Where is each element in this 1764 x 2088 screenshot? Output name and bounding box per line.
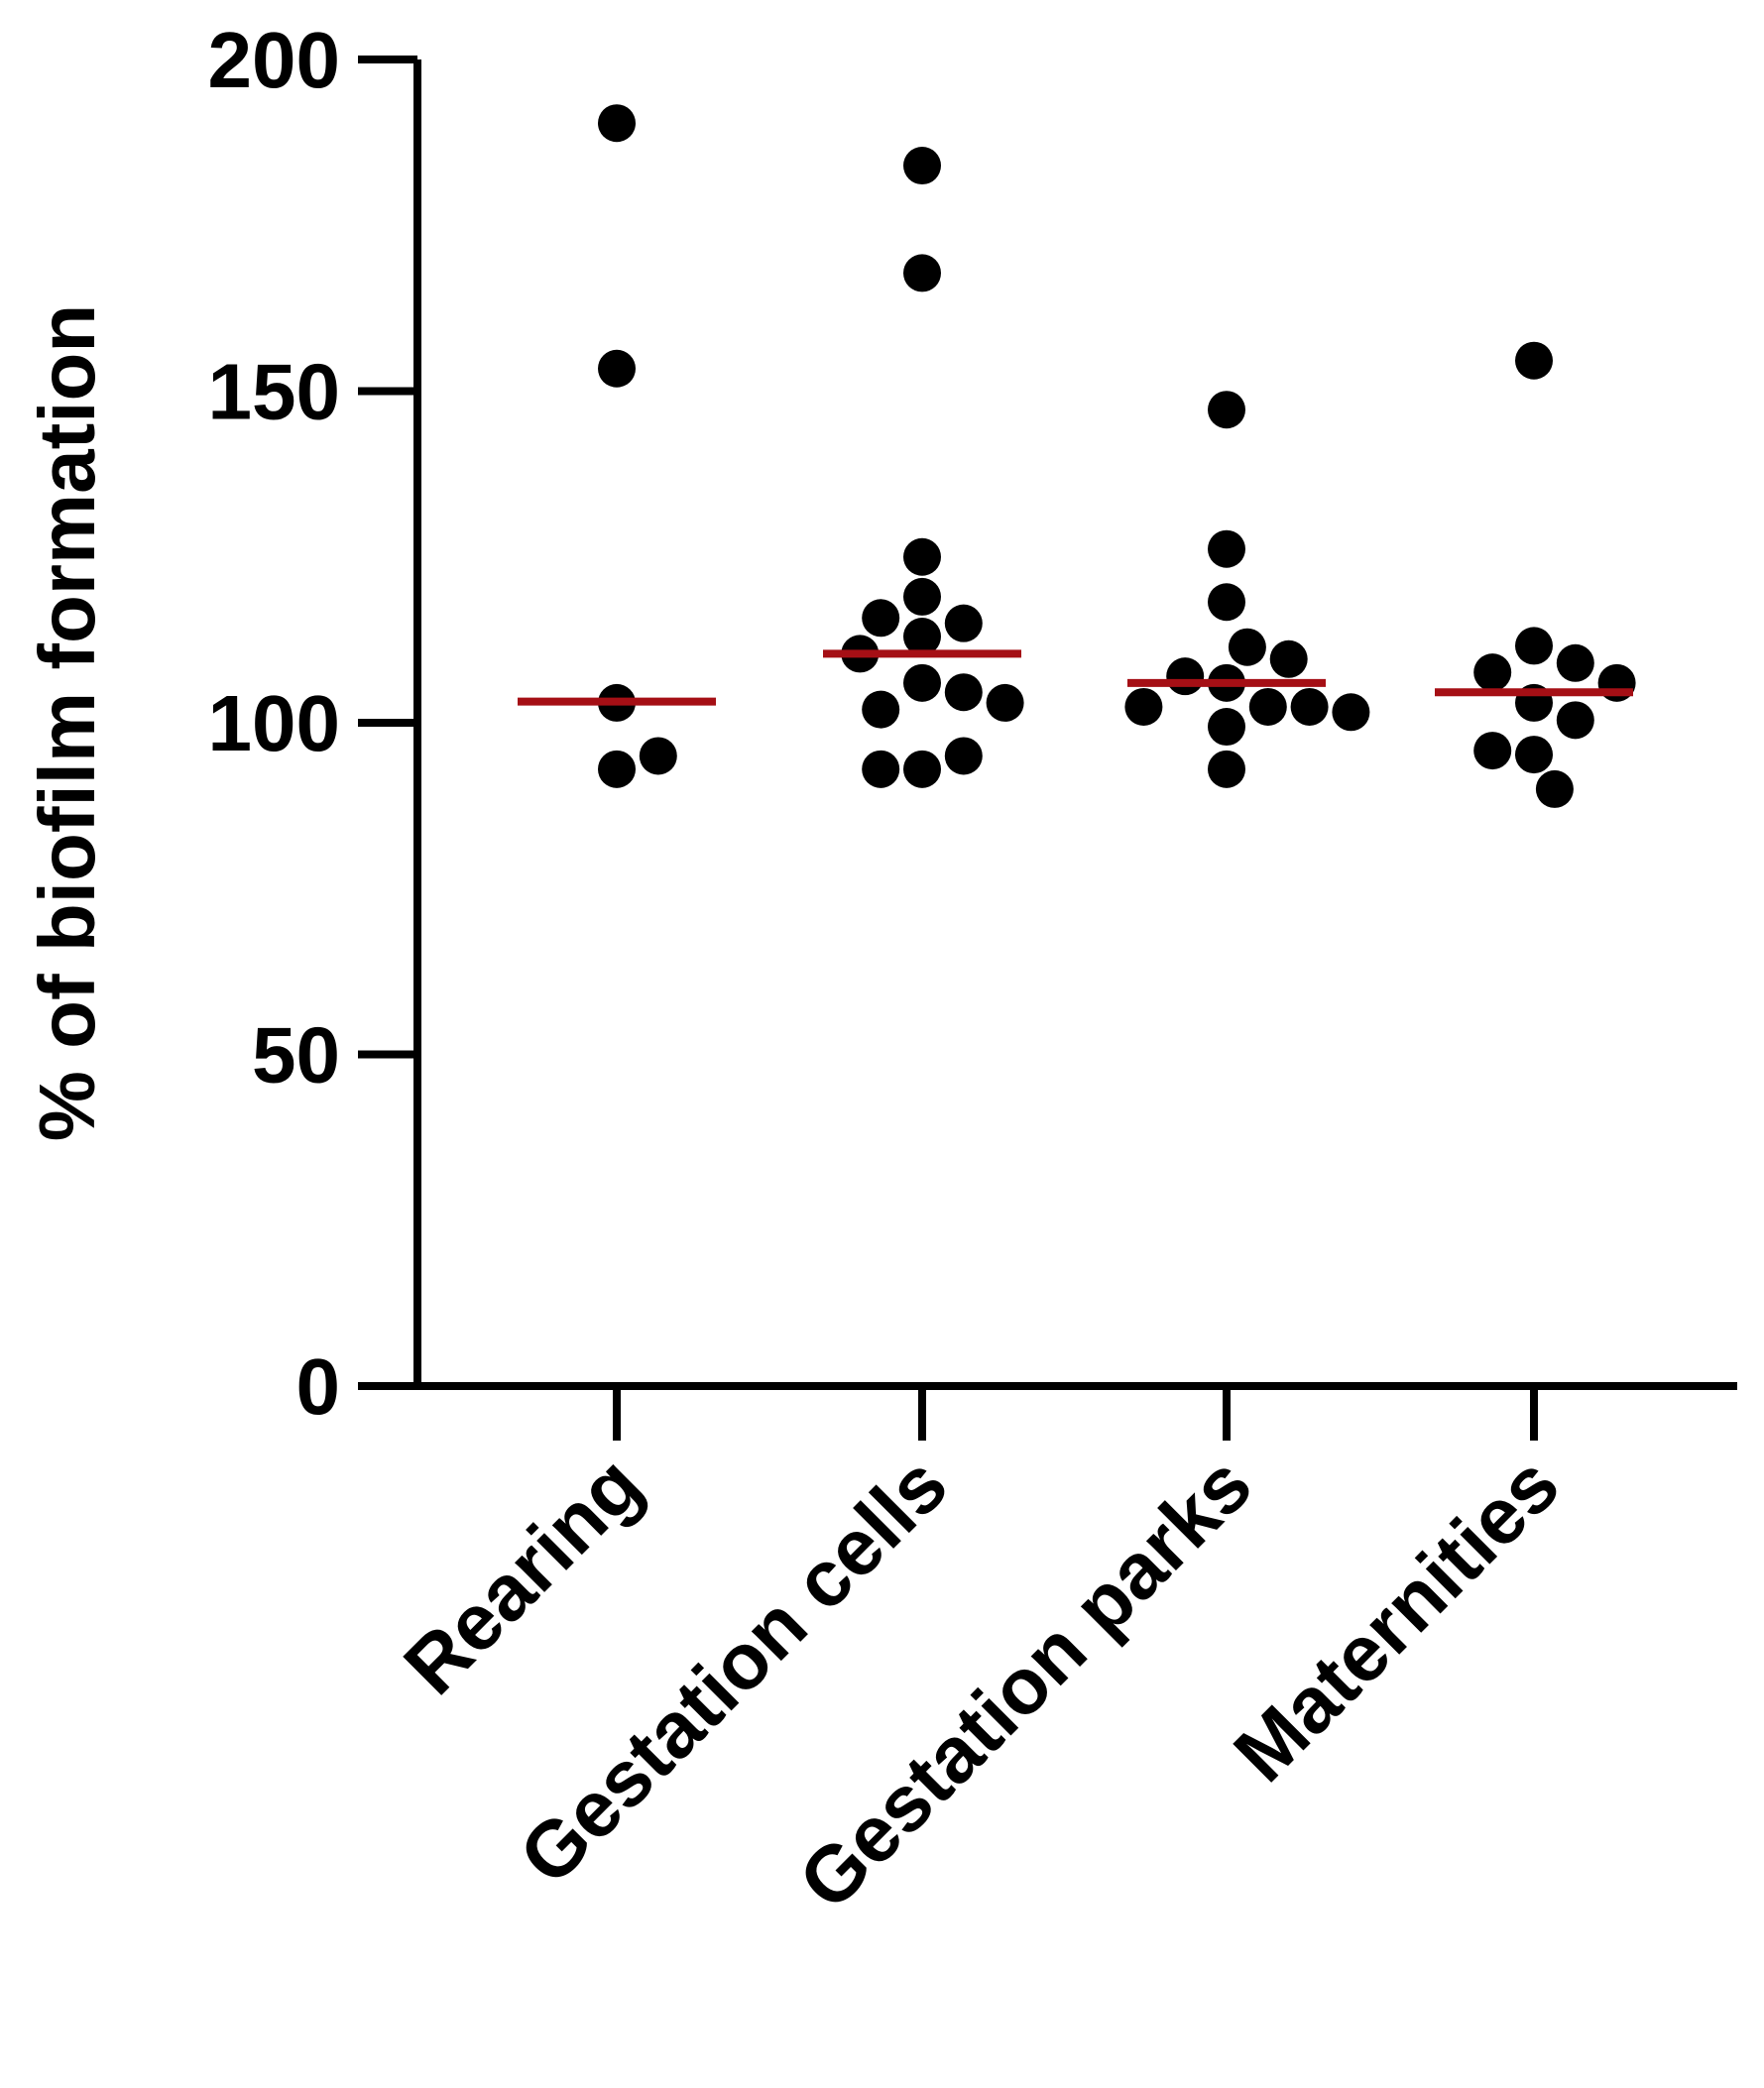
data-point (903, 618, 941, 656)
data-point (1208, 391, 1245, 429)
data-point (1556, 701, 1594, 740)
data-point (903, 254, 941, 292)
data-point (1228, 628, 1266, 666)
data-point (1473, 732, 1512, 770)
data-point (1473, 653, 1512, 692)
data-point (1269, 639, 1308, 678)
data-point (1515, 736, 1553, 774)
y-tick-label: 150 (208, 348, 340, 436)
data-point (1248, 687, 1287, 726)
y-tick-label: 50 (252, 1011, 340, 1100)
data-point (1208, 583, 1245, 622)
data-point (903, 750, 941, 788)
data-point (903, 663, 941, 702)
data-point (1535, 769, 1574, 808)
data-point (862, 750, 900, 788)
data-point (1208, 750, 1245, 788)
data-point (944, 604, 983, 642)
data-point (1515, 341, 1553, 380)
y-tick-label: 100 (208, 679, 340, 767)
x-tick-label: Rearing (387, 1440, 658, 1711)
data-point (1208, 529, 1245, 568)
y-tick-label: 0 (296, 1342, 341, 1431)
y-tick-label: 200 (208, 16, 340, 104)
data-point (1208, 708, 1245, 747)
data-point (598, 750, 636, 788)
y-axis-label: % of biofilm formation (23, 304, 111, 1141)
data-point (1515, 627, 1553, 665)
x-tick-label: Maternities (1217, 1440, 1576, 1798)
data-point (862, 599, 900, 638)
data-point (1124, 687, 1163, 726)
data-point (598, 104, 636, 143)
data-point (903, 147, 941, 185)
data-point (903, 537, 941, 576)
data-point (1166, 657, 1205, 696)
data-point (639, 737, 677, 775)
data-point (1290, 687, 1329, 726)
data-point (1556, 643, 1594, 682)
data-point (944, 737, 983, 775)
data-point (944, 673, 983, 712)
data-point (903, 577, 941, 616)
data-point (986, 683, 1024, 722)
data-point (1332, 693, 1370, 732)
data-point (598, 349, 636, 388)
data-point (862, 690, 900, 729)
